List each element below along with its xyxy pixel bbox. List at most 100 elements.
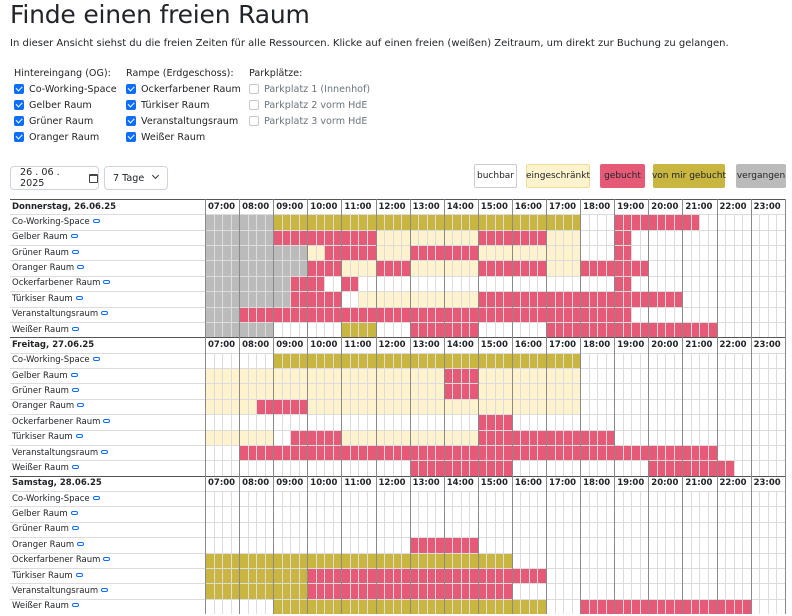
slot-gebucht[interactable]: [460, 322, 470, 338]
slot-eingeschraenkt[interactable]: [358, 260, 368, 276]
slot-eingeschraenkt[interactable]: [401, 383, 410, 399]
slot-gebucht[interactable]: [366, 306, 376, 322]
slot-gebucht[interactable]: [477, 260, 487, 276]
slot-von-mir-gebucht[interactable]: [281, 568, 291, 584]
slot-von-mir-gebucht[interactable]: [307, 352, 317, 368]
slot-eingeschraenkt[interactable]: [392, 229, 402, 245]
slot-gebucht[interactable]: [477, 429, 487, 445]
resource-label[interactable]: Ockerfarbener Raum: [10, 275, 205, 292]
slot-gebucht[interactable]: [366, 229, 376, 245]
slot-gebucht[interactable]: [332, 260, 342, 276]
slot-gebucht[interactable]: [665, 598, 675, 615]
slot-eingeschraenkt[interactable]: [239, 383, 248, 399]
slot-eingeschraenkt[interactable]: [392, 398, 402, 415]
slot-von-mir-gebucht[interactable]: [537, 352, 547, 368]
slot-eingeschraenkt[interactable]: [486, 245, 496, 261]
filter-option[interactable]: Ockerfarbener Raum: [126, 81, 241, 97]
slot-gebucht[interactable]: [690, 460, 700, 476]
slot-gebucht[interactable]: [494, 291, 504, 307]
slot-gebucht[interactable]: [614, 322, 623, 338]
slot-eingeschraenkt[interactable]: [418, 260, 427, 276]
slot-von-mir-gebucht[interactable]: [290, 598, 300, 615]
slot-gebucht[interactable]: [426, 306, 436, 322]
slot-eingeschraenkt[interactable]: [392, 429, 402, 445]
slot-gebucht[interactable]: [528, 291, 538, 307]
slot-gebucht[interactable]: [486, 460, 496, 476]
filter-option[interactable]: Veranstaltungsraum: [126, 113, 241, 129]
slot-eingeschraenkt[interactable]: [537, 368, 547, 384]
slot-gebucht[interactable]: [511, 229, 521, 245]
slot-gebucht[interactable]: [614, 445, 623, 461]
slot-gebucht[interactable]: [614, 245, 623, 261]
slot-gebucht[interactable]: [324, 306, 334, 322]
slot-eingeschraenkt[interactable]: [366, 291, 376, 307]
slot-gebucht[interactable]: [469, 583, 479, 599]
slot-von-mir-gebucht[interactable]: [247, 583, 257, 599]
slot-gebucht[interactable]: [639, 598, 649, 615]
slot-von-mir-gebucht[interactable]: [486, 598, 496, 615]
slot-gebucht[interactable]: [597, 260, 606, 276]
slot-gebucht[interactable]: [273, 229, 282, 245]
slot-gebucht[interactable]: [324, 229, 334, 245]
slot-eingeschraenkt[interactable]: [571, 398, 581, 415]
slot-gebucht[interactable]: [401, 306, 410, 322]
slot-gebucht[interactable]: [554, 291, 564, 307]
slot-gebucht[interactable]: [452, 245, 462, 261]
slot-gebucht[interactable]: [307, 229, 317, 245]
slot-gebucht[interactable]: [435, 445, 444, 461]
slot-gebucht[interactable]: [622, 260, 632, 276]
slot-gebucht[interactable]: [315, 291, 325, 307]
slot-von-mir-gebucht[interactable]: [537, 214, 547, 230]
slot-von-mir-gebucht[interactable]: [324, 598, 334, 615]
slot-eingeschraenkt[interactable]: [247, 398, 257, 415]
slot-gebucht[interactable]: [546, 291, 555, 307]
slot-gebucht[interactable]: [358, 306, 368, 322]
slot-von-mir-gebucht[interactable]: [366, 552, 376, 568]
slot-gebucht[interactable]: [315, 568, 325, 584]
slot-gebucht[interactable]: [477, 583, 487, 599]
slot-von-mir-gebucht[interactable]: [452, 214, 462, 230]
slot-gebucht[interactable]: [452, 583, 462, 599]
slot-eingeschraenkt[interactable]: [494, 368, 504, 384]
slot-gebucht[interactable]: [281, 445, 291, 461]
slot-gebucht[interactable]: [435, 583, 444, 599]
slot-gebucht[interactable]: [418, 445, 427, 461]
slot-eingeschraenkt[interactable]: [392, 383, 402, 399]
slot-eingeschraenkt[interactable]: [239, 368, 248, 384]
slot-eingeschraenkt[interactable]: [554, 245, 564, 261]
link-icon[interactable]: [75, 572, 83, 577]
slot-eingeschraenkt[interactable]: [290, 368, 300, 384]
slot-eingeschraenkt[interactable]: [503, 245, 513, 261]
slot-von-mir-gebucht[interactable]: [281, 214, 291, 230]
slot-eingeschraenkt[interactable]: [460, 229, 470, 245]
slot-gebucht[interactable]: [605, 260, 615, 276]
slot-gebucht[interactable]: [580, 260, 589, 276]
slot-eingeschraenkt[interactable]: [358, 368, 368, 384]
slot-gebucht[interactable]: [631, 291, 641, 307]
slot-von-mir-gebucht[interactable]: [477, 552, 487, 568]
resource-label[interactable]: Co-Working-Space: [10, 352, 205, 368]
slot-von-mir-gebucht[interactable]: [435, 598, 444, 615]
slot-eingeschraenkt[interactable]: [341, 260, 351, 276]
slot-gebucht[interactable]: [554, 429, 564, 445]
slot-gebucht[interactable]: [409, 537, 419, 553]
slot-eingeschraenkt[interactable]: [384, 398, 393, 415]
slot-eingeschraenkt[interactable]: [460, 429, 470, 445]
slot-gebucht[interactable]: [281, 398, 291, 415]
slot-eingeschraenkt[interactable]: [298, 368, 308, 384]
slot-eingeschraenkt[interactable]: [384, 383, 393, 399]
link-icon[interactable]: [103, 557, 111, 562]
slot-gebucht[interactable]: [409, 306, 419, 322]
slot-gebucht[interactable]: [605, 306, 615, 322]
slot-gebucht[interactable]: [503, 568, 513, 584]
slot-von-mir-gebucht[interactable]: [349, 322, 359, 338]
slot-eingeschraenkt[interactable]: [418, 429, 427, 445]
slot-von-mir-gebucht[interactable]: [460, 598, 470, 615]
slot-eingeschraenkt[interactable]: [358, 398, 368, 415]
slot-gebucht[interactable]: [392, 583, 402, 599]
slot-eingeschraenkt[interactable]: [503, 398, 513, 415]
slot-von-mir-gebucht[interactable]: [546, 214, 555, 230]
slot-gebucht[interactable]: [673, 460, 683, 476]
slot-gebucht[interactable]: [332, 306, 342, 322]
slot-gebucht[interactable]: [656, 322, 666, 338]
